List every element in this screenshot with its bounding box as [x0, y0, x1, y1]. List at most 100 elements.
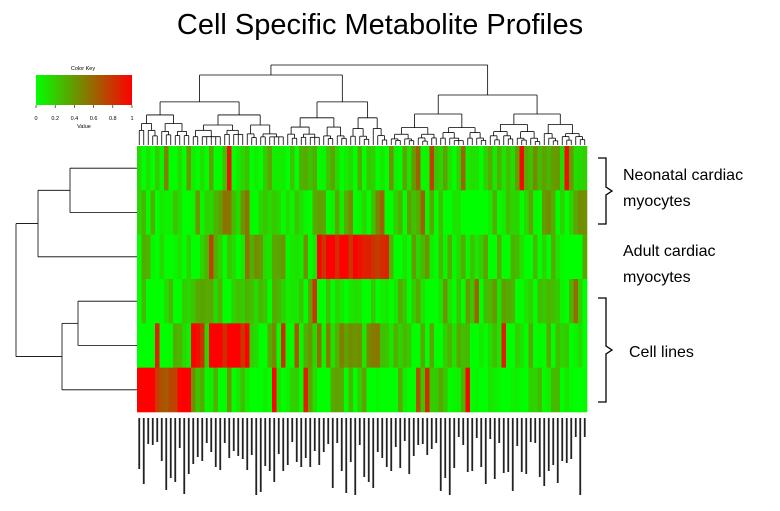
heatmap-cell: [479, 146, 484, 191]
column-label: [412, 418, 415, 456]
heatmap-cell: [263, 146, 268, 191]
heatmap-cell: [294, 323, 300, 368]
heatmap-cell: [299, 234, 304, 280]
heatmap-cell: [389, 190, 394, 235]
heatmap-cell: [528, 146, 534, 191]
heatmap-cell: [308, 234, 313, 280]
heatmap-cell: [186, 367, 192, 413]
heatmap-cell: [420, 190, 426, 235]
heatmap-cell: [290, 146, 295, 191]
heatmap-cell: [294, 146, 300, 191]
column-label: [178, 418, 181, 448]
heatmap-cell: [497, 279, 502, 324]
heatmap-cell: [551, 146, 556, 191]
heatmap-cell: [285, 279, 291, 324]
column-label: [403, 418, 406, 441]
heatmap-cell: [335, 190, 340, 235]
heatmap-cell: [533, 367, 538, 413]
heatmap-cell: [474, 234, 480, 280]
heatmap-cell: [218, 279, 223, 324]
heatmap-cell: [182, 190, 187, 235]
heatmap-cell: [195, 279, 201, 324]
heatmap-cell: [371, 146, 376, 191]
heatmap-cell: [465, 323, 471, 368]
heatmap-cell: [353, 279, 358, 324]
column-label: [232, 418, 235, 451]
heatmap-cell: [501, 146, 507, 191]
heatmap-cell: [281, 323, 286, 368]
heatmap-cell: [222, 323, 228, 368]
column-label: [201, 418, 204, 461]
heatmap-cell: [389, 146, 394, 191]
heatmap-cell: [483, 367, 489, 413]
heatmap-cell: [213, 323, 219, 368]
heatmap-cell: [339, 323, 345, 368]
heatmap-cell: [348, 279, 354, 324]
heatmap-cell: [281, 146, 286, 191]
heatmap-cell: [371, 190, 376, 235]
column-label: [385, 418, 388, 467]
column-label: [547, 418, 550, 471]
heatmap-cell: [182, 279, 187, 324]
heatmap-cell: [366, 323, 372, 368]
heatmap-cell: [249, 146, 255, 191]
heatmap-cell: [555, 367, 561, 413]
heatmap-cell: [380, 367, 385, 413]
heatmap-cell: [303, 279, 309, 324]
column-label: [268, 418, 271, 471]
heatmap-cell: [402, 146, 408, 191]
heatmap-cell: [254, 367, 259, 413]
heatmap-cell: [470, 146, 475, 191]
heatmap-cell: [326, 190, 331, 235]
column-label: [561, 418, 564, 461]
heatmap-cell: [371, 323, 376, 368]
heatmap-cell: [546, 234, 552, 280]
heatmap-cell: [416, 367, 421, 413]
heatmap-cell: [560, 367, 565, 413]
heatmap-cell: [465, 234, 471, 280]
heatmap-cell: [470, 367, 475, 413]
heatmap-cell: [443, 367, 448, 413]
heatmap-cell: [569, 323, 574, 368]
heatmap-cell: [258, 279, 264, 324]
heatmap-cell: [231, 323, 237, 368]
heatmap-cell: [582, 279, 588, 324]
heatmap-cell: [560, 146, 565, 191]
heatmap-cell: [366, 190, 372, 235]
heatmap-cell: [452, 323, 457, 368]
heatmap-cell: [200, 234, 205, 280]
heatmap-cell: [177, 279, 183, 324]
heatmap-cell: [555, 190, 561, 235]
heatmap-cell: [483, 279, 489, 324]
heatmap-cell: [398, 279, 403, 324]
heatmap-cell: [501, 234, 507, 280]
column-label: [349, 418, 352, 462]
heatmap-cell: [465, 367, 471, 413]
heatmap-cell: [528, 234, 534, 280]
heatmap-cell: [146, 367, 151, 413]
heatmap-cell: [159, 146, 165, 191]
heatmap-cell: [294, 367, 300, 413]
heatmap-cell: [555, 279, 561, 324]
heatmap-cell: [375, 367, 381, 413]
heatmap-cell: [519, 367, 525, 413]
heatmap-cell: [519, 234, 525, 280]
heatmap-cell: [344, 279, 349, 324]
heatmap-cell: [299, 323, 304, 368]
heatmap-cell: [389, 367, 394, 413]
heatmap-cell: [564, 190, 570, 235]
column-label: [529, 418, 532, 442]
heatmap-cell: [195, 234, 201, 280]
heatmap-cell: [276, 146, 282, 191]
heatmap-cell: [452, 367, 457, 413]
heatmap-cell: [506, 146, 511, 191]
heatmap-cell: [551, 279, 556, 324]
heatmap-cell: [299, 190, 304, 235]
heatmap-cell: [155, 190, 160, 235]
heatmap-cell: [578, 323, 583, 368]
heatmap-cell: [195, 323, 201, 368]
heatmap-cell: [186, 323, 192, 368]
heatmap-cell: [177, 323, 183, 368]
heatmap-cell: [348, 146, 354, 191]
